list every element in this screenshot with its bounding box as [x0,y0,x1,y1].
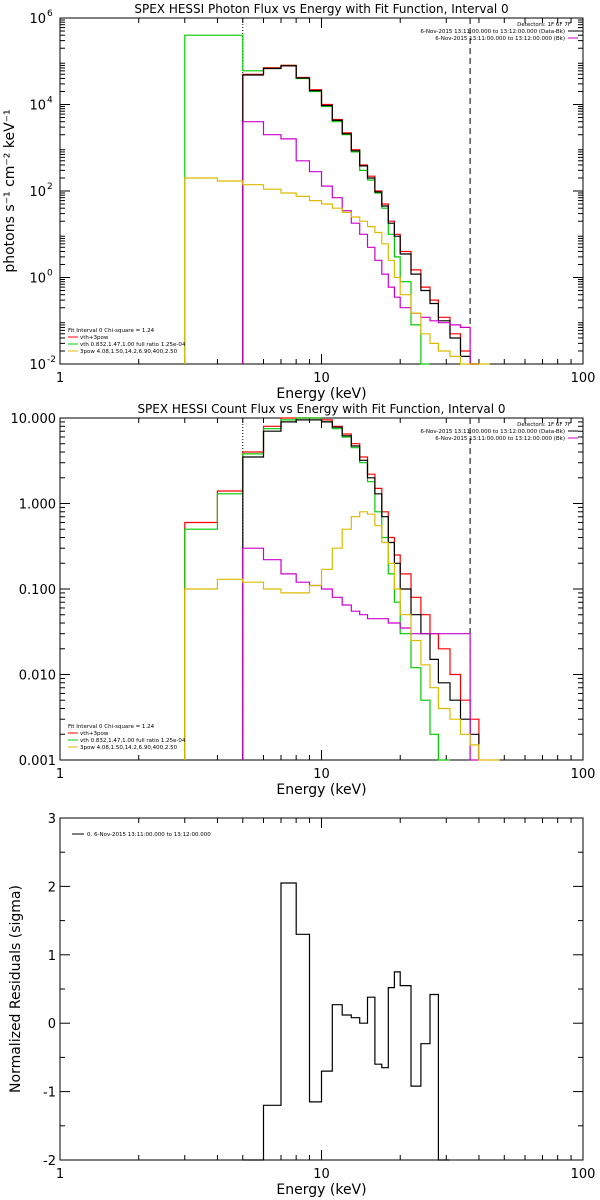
fit-legend-entry: vth+3pow [80,335,109,341]
y-tick-label: 1.000 [19,498,56,513]
y-tick-label: 0 [48,1017,56,1032]
chart-panel-2: SPEX HESSI Count Flux vs Energy with Fit… [11,402,596,798]
y-axis-label: Normalized Residuals (sigma) [8,885,24,1093]
y-axis-label: photons s⁻¹ cm⁻² keV⁻¹ [2,109,18,272]
fit-legend-entry: vth+3pow [80,731,109,737]
series-line-3 [242,419,480,760]
y-tick-label: 0.001 [19,754,56,769]
y-tick-exponent: -2 [47,355,56,365]
y-tick-label: 10 [29,185,46,200]
x-tick-label: 10 [313,767,330,782]
series-line-4 [242,547,479,761]
fit-legend-entry: 3pow 4.08,1.50,14.2,6.90,400,2.50 [80,349,178,355]
x-tick-label: 10 [313,1167,330,1182]
x-tick-label: 1 [56,767,64,782]
plot-frame [59,17,584,365]
series-line-4 [242,121,479,365]
chart-title: SPEX HESSI Photon Flux vs Energy with Fi… [134,2,508,16]
chart-title: SPEX HESSI Count Flux vs Energy with Fit… [137,402,505,416]
x-axis-label: Energy (keV) [276,1182,366,1198]
x-axis-label: Energy (keV) [276,782,366,798]
legend-entry: 6-Nov-2015 13:11:00.000 to 13:12:00.000 … [435,36,565,42]
fit-legend-entry: vth 0.832,1.47,1.00 full ratio 1.25e-04 [80,738,186,744]
x-tick-label: 1 [56,1167,64,1182]
y-tick-label: 10 [29,272,46,287]
series-line-5 [184,177,490,365]
chart-panel-3: 1 10 100 Energy (keV) -2 -1 0 1 2 3 Normalized Res… [8,812,595,1198]
y-tick-label: 10.000 [11,412,57,427]
chart-panel-1: SPEX HESSI Photon Flux vs Energy with Fi… [2,2,595,402]
detectors-label: Detectors: 1F 6F 7F [517,22,571,28]
legend-entry: 6-Nov-2015 13:11:00.000 to 13:12:00.000 … [435,436,565,442]
y-tick-label: 10 [29,358,46,373]
y-tick-label: 10 [29,99,46,114]
y-tick-exponent: 4 [47,96,53,106]
y-tick-exponent: 2 [47,182,53,192]
y-tick-label: -2 [43,1154,56,1169]
y-tick-label: 1 [48,949,56,964]
x-tick-label: 100 [571,1167,596,1182]
plot-frame [59,817,584,1161]
legend-entry: 0. 6-Nov-2015 13:11:00.000 to 13:12:00.0… [87,832,211,838]
series-line-1 [184,34,430,365]
x-tick-label: 100 [571,767,596,782]
y-tick-label: 0.100 [19,583,56,598]
fit-legend-entry: 3pow 4.08,1.50,14.2,6.90,400,2.50 [80,745,178,751]
y-tick-label: 0.010 [19,669,56,684]
detectors-label: Detectors: 1F 6F 7F [517,422,571,428]
y-tick-label: 10 [29,12,46,27]
x-axis-label: Energy (keV) [276,386,366,402]
series-line-5 [184,511,500,761]
x-tick-label: 100 [571,371,596,386]
fit-legend-header: Fit Interval 0 Chi-square = 1.24 [68,328,155,334]
fit-legend-entry: vth 0.832,1.47,1.00 full ratio 1.25e-04 [80,342,186,348]
fit-legend-header: Fit Interval 0 Chi-square = 1.24 [68,724,155,730]
x-tick-label: 10 [313,371,330,386]
legend-entry: 6-Nov-2015 13:11:00.000 to 13:12:00.000 … [420,429,565,435]
y-tick-exponent: 0 [47,269,53,279]
x-tick-label: 1 [56,371,64,386]
y-tick-exponent: 6 [47,9,53,19]
series-line-2 [242,64,479,365]
y-tick-label: -1 [43,1086,56,1101]
series-line-1 [242,882,450,1161]
y-tick-label: 3 [48,812,56,827]
y-tick-label: 2 [48,880,56,895]
series-line-3 [242,65,479,365]
legend-entry: 6-Nov-2015 13:11:00.000 to 13:12:00.000 … [420,29,565,35]
